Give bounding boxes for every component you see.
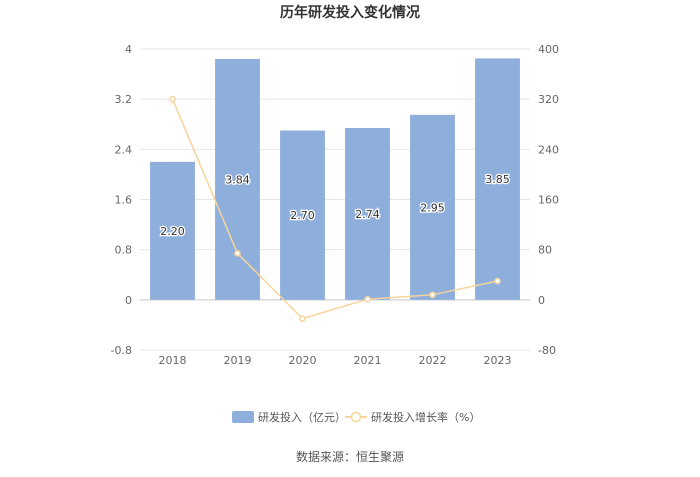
legend-bar-label: 研发投入（亿元）: [258, 410, 346, 424]
bar-value-label: 2.74: [355, 208, 380, 221]
x-axis-ticks: 2018 2019 2020 2021 2022 2023: [159, 354, 512, 367]
bar[interactable]: [475, 58, 520, 300]
legend-line-label: 研发投入增长率（%）: [371, 410, 480, 424]
x-tick-label: 2019: [224, 354, 252, 367]
growth-rate-point[interactable]: [169, 95, 176, 103]
legend-item-line[interactable]: 研发投入增长率（%）: [345, 410, 480, 424]
legend-line-marker: [350, 411, 362, 423]
left-tick-label: 3.2: [115, 93, 133, 106]
x-tick-label: 2018: [159, 354, 187, 367]
right-tick-label: -80: [538, 344, 556, 357]
growth-rate-point[interactable]: [364, 295, 371, 303]
left-tick-label: 1.6: [115, 194, 133, 207]
left-tick-label: -0.8: [111, 344, 132, 357]
chart-title: 历年研发投入变化情况: [280, 4, 420, 21]
bar-value-label: 3.85: [485, 173, 510, 186]
growth-rate-point[interactable]: [429, 291, 436, 299]
left-tick-label: 0.8: [115, 244, 133, 257]
bar[interactable]: [280, 130, 325, 300]
right-tick-label: 80: [538, 244, 552, 257]
legend[interactable]: 研发投入（亿元） 研发投入增长率（%）: [232, 410, 480, 424]
left-tick-label: 2.4: [115, 143, 133, 156]
legend-item-bar[interactable]: 研发投入（亿元）: [232, 410, 346, 424]
bar[interactable]: [410, 114, 455, 300]
right-tick-label: 160: [538, 194, 559, 207]
right-tick-label: 0: [538, 294, 545, 307]
bar-data-labels: 2.20 3.84 2.70 2.74 2.95 3.85: [159, 172, 511, 239]
right-tick-label: 240: [538, 143, 559, 156]
right-tick-label: 400: [538, 43, 559, 56]
source-note: 数据来源：恒生聚源: [296, 449, 404, 464]
growth-rate-line: [171, 98, 498, 320]
line-series: [169, 95, 501, 322]
legend-bar-swatch: [232, 411, 254, 423]
bar[interactable]: [345, 128, 390, 300]
x-tick-label: 2023: [484, 354, 512, 367]
right-tick-label: 320: [538, 93, 559, 106]
bar-value-label: 2.20: [160, 225, 185, 238]
bar[interactable]: [150, 161, 195, 300]
grid-lines: [140, 48, 530, 351]
growth-rate-point[interactable]: [299, 315, 306, 322]
bar-value-label: 2.70: [290, 209, 315, 222]
left-tick-label: 0: [125, 294, 132, 307]
bar[interactable]: [215, 59, 260, 300]
left-axis-ticks: 4 3.2 2.4 1.6 0.8 0 -0.8: [111, 43, 132, 357]
growth-rate-point[interactable]: [234, 250, 241, 257]
x-tick-label: 2020: [289, 354, 317, 367]
bar-series: [150, 58, 520, 300]
left-tick-label: 4: [125, 43, 132, 56]
growth-rate-point[interactable]: [494, 277, 501, 285]
x-tick-label: 2021: [354, 354, 382, 367]
right-axis-ticks: 400 320 240 160 80 0 -80: [538, 43, 559, 357]
bar-value-label: 3.84: [225, 173, 250, 186]
x-tick-label: 2022: [419, 354, 447, 367]
bar-value-label: 2.95: [420, 201, 445, 214]
